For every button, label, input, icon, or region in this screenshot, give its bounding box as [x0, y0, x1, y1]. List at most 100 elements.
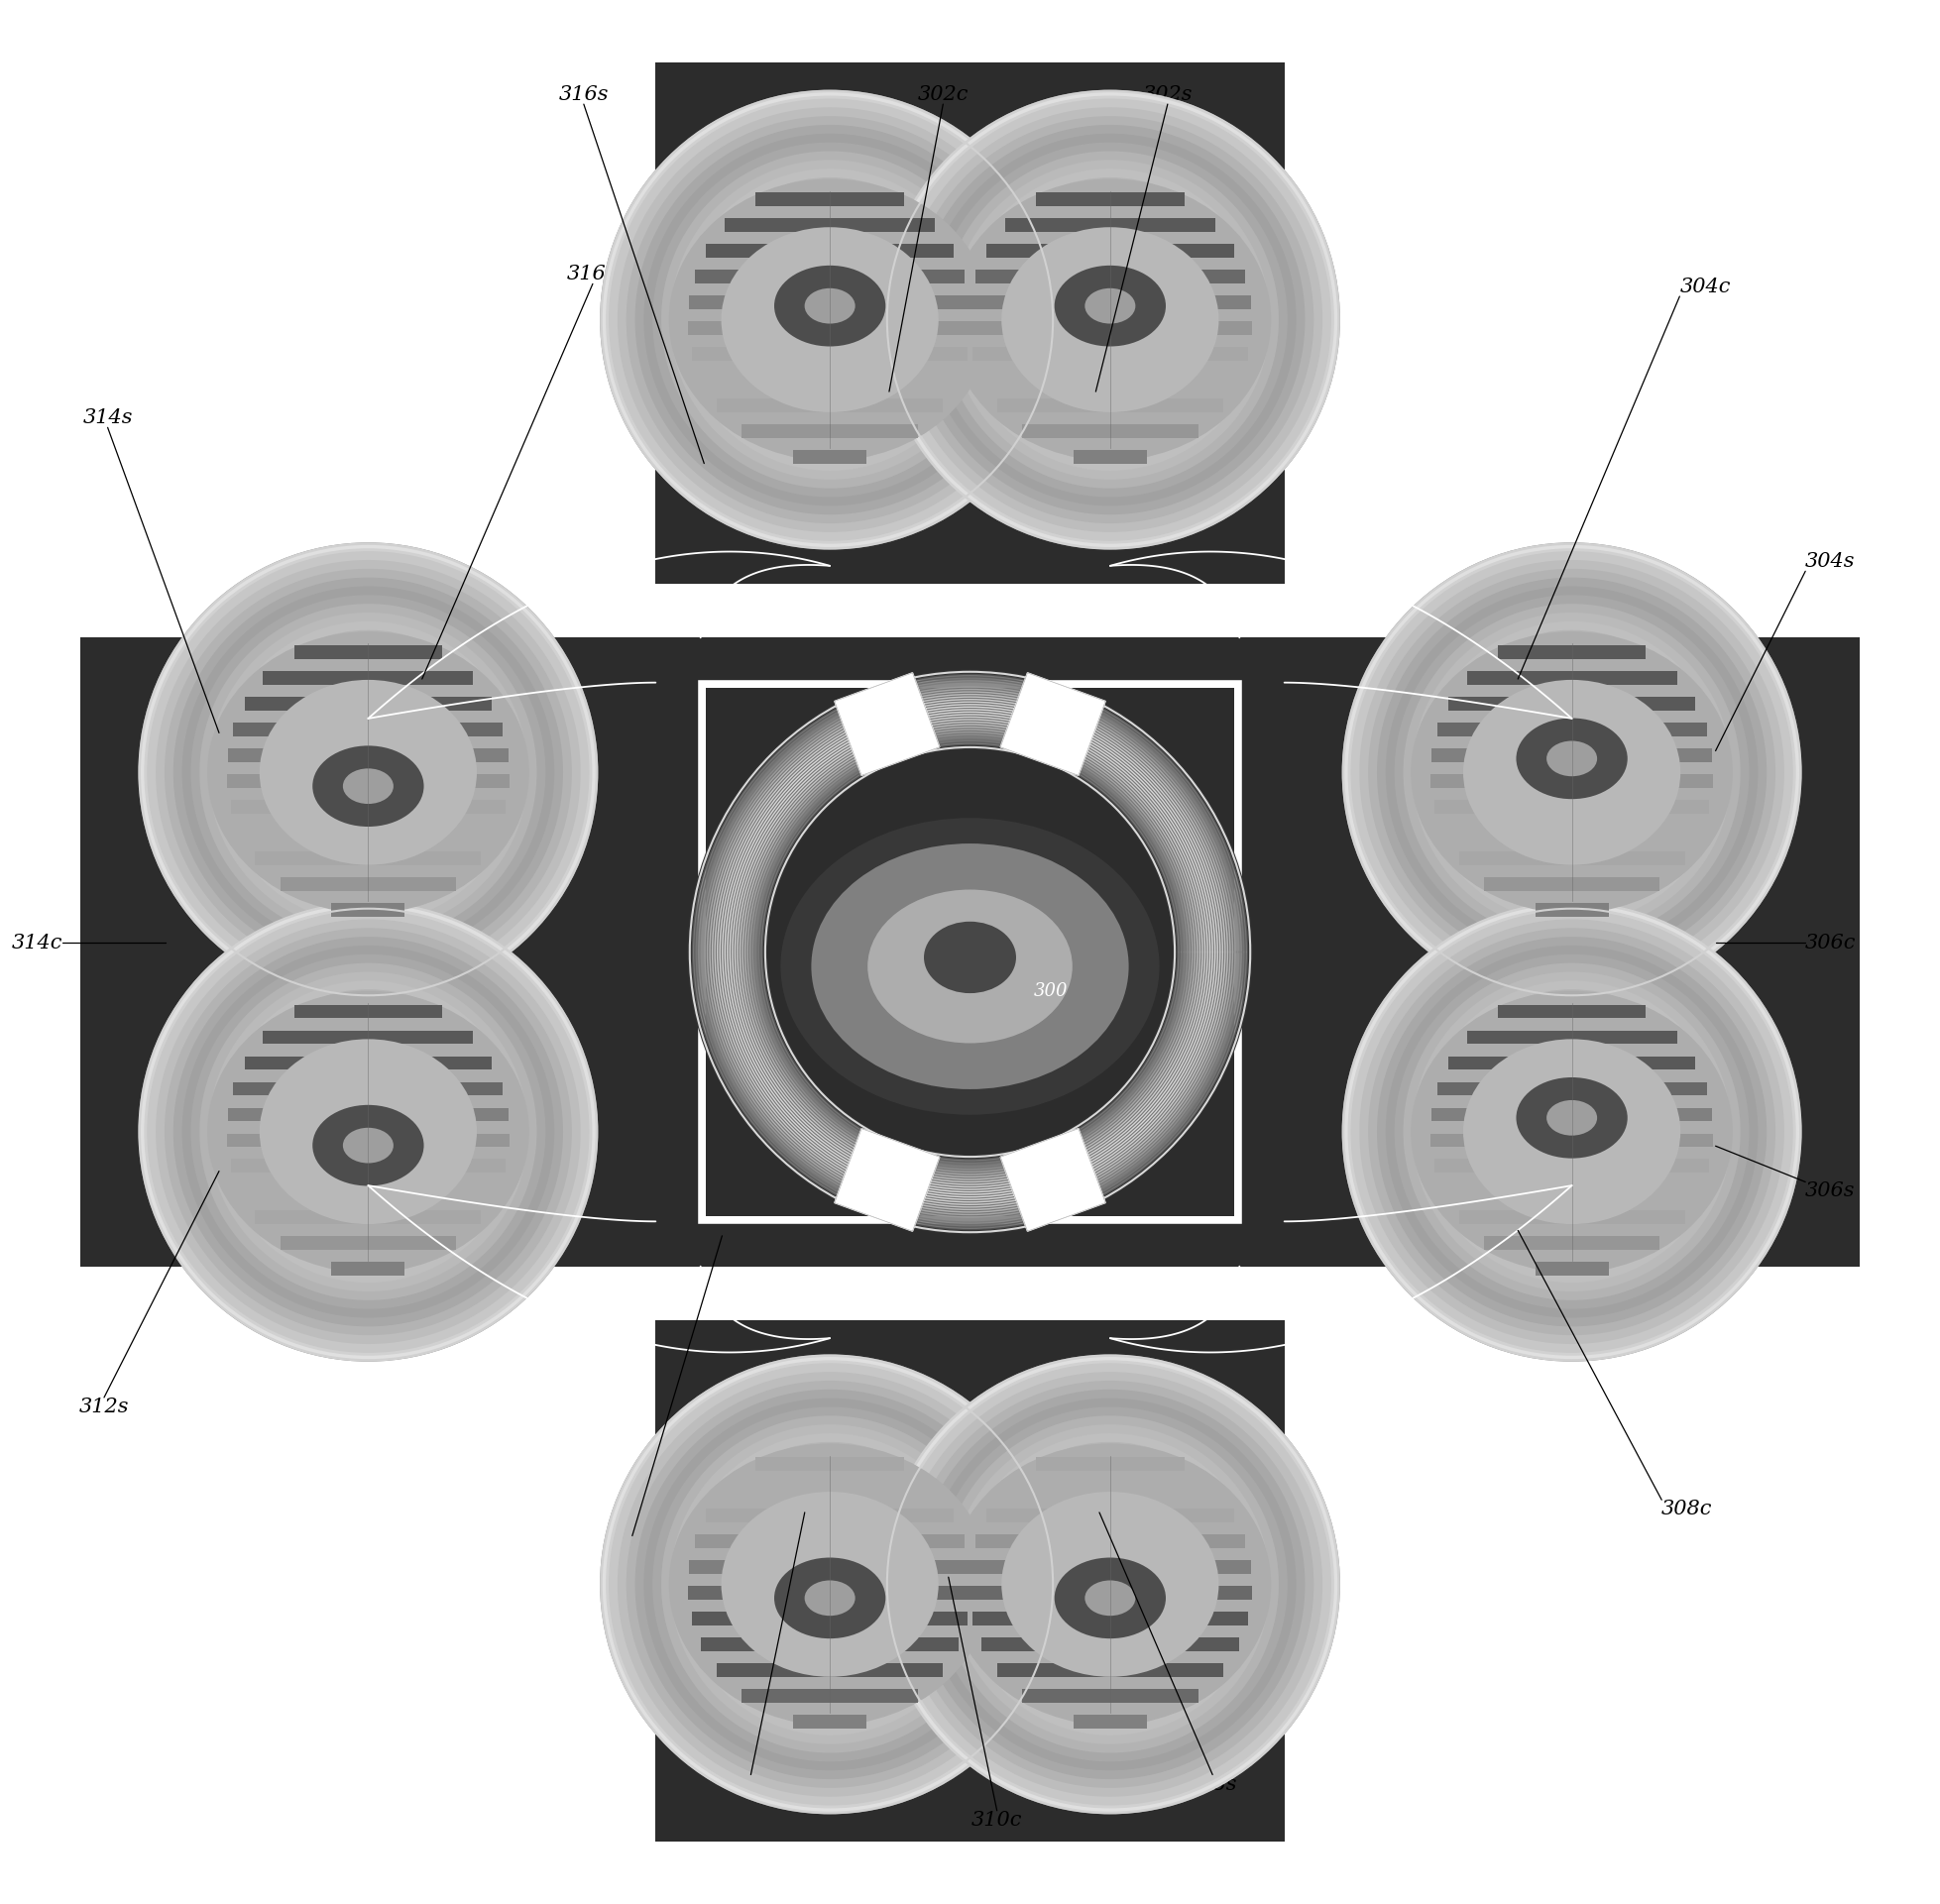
Circle shape [1046, 1521, 1174, 1647]
Bar [1443, 826, 1699, 840]
Text: 304s: 304s [1806, 552, 1855, 571]
Bar [1022, 425, 1199, 438]
Bar [1498, 1005, 1645, 1019]
Circle shape [759, 248, 902, 392]
Circle shape [1447, 647, 1698, 897]
Circle shape [314, 718, 423, 826]
Bar [227, 748, 508, 762]
Bar [332, 1262, 405, 1276]
Circle shape [287, 1051, 450, 1213]
Bar [972, 347, 1247, 360]
Circle shape [993, 204, 1226, 436]
Bar [970, 1559, 1251, 1575]
Circle shape [1465, 1024, 1680, 1240]
Bar [227, 775, 510, 788]
Bar [1484, 1236, 1661, 1249]
Circle shape [1368, 569, 1775, 977]
Bar [279, 1236, 456, 1249]
Ellipse shape [343, 769, 394, 803]
Ellipse shape [208, 990, 530, 1272]
Circle shape [252, 1015, 485, 1247]
Bar [1438, 724, 1707, 737]
Bar [295, 1005, 442, 1019]
Ellipse shape [811, 843, 1129, 1089]
Bar [656, 638, 1284, 1266]
Bar [264, 670, 473, 685]
Bar [231, 800, 506, 813]
Circle shape [906, 1380, 1313, 1788]
Circle shape [889, 99, 1331, 541]
Circle shape [190, 954, 545, 1308]
Circle shape [1020, 230, 1201, 409]
Circle shape [1342, 543, 1802, 1002]
Circle shape [617, 1373, 1042, 1797]
Circle shape [906, 116, 1313, 524]
Ellipse shape [1517, 718, 1628, 800]
Bar [706, 244, 953, 257]
Circle shape [933, 143, 1288, 497]
Circle shape [599, 89, 1059, 550]
Circle shape [714, 204, 947, 436]
Circle shape [986, 1460, 1236, 1710]
Circle shape [1395, 954, 1750, 1308]
Circle shape [1438, 640, 1705, 906]
Circle shape [679, 169, 982, 470]
Circle shape [1507, 708, 1635, 836]
Bar [695, 1535, 964, 1548]
Circle shape [898, 107, 1323, 531]
Text: 316s: 316s [559, 86, 609, 105]
Bar [689, 1586, 972, 1599]
Circle shape [951, 160, 1271, 480]
Text: 312c: 312c [607, 1537, 658, 1554]
Circle shape [1544, 744, 1601, 802]
Circle shape [208, 613, 528, 933]
Bar [1022, 1689, 1199, 1702]
Text: 314c: 314c [12, 933, 62, 952]
Ellipse shape [923, 922, 1017, 994]
Ellipse shape [343, 1127, 394, 1163]
Circle shape [599, 1354, 1059, 1815]
Bar [982, 1637, 1238, 1651]
Bar [702, 373, 958, 387]
Bar [997, 398, 1224, 411]
Circle shape [1342, 902, 1802, 1361]
Circle shape [801, 291, 857, 348]
Text: 310s: 310s [726, 1775, 776, 1794]
Ellipse shape [260, 1040, 477, 1224]
Circle shape [941, 150, 1278, 487]
Circle shape [714, 1468, 947, 1700]
Text: 304c: 304c [1680, 278, 1730, 297]
Circle shape [1472, 674, 1670, 870]
Circle shape [1055, 265, 1164, 375]
Circle shape [1073, 282, 1147, 356]
Circle shape [722, 1478, 937, 1691]
Circle shape [1385, 586, 1758, 958]
Bar [716, 398, 943, 411]
Circle shape [889, 1363, 1331, 1805]
Bar [1284, 638, 1859, 1266]
Circle shape [1028, 238, 1191, 400]
Circle shape [634, 126, 1024, 514]
Ellipse shape [722, 1491, 939, 1677]
Circle shape [242, 1007, 493, 1257]
Bar [233, 1081, 502, 1095]
Circle shape [881, 1354, 1341, 1815]
Circle shape [297, 701, 440, 845]
Circle shape [1517, 1078, 1626, 1186]
Circle shape [173, 577, 563, 967]
Circle shape [235, 998, 502, 1264]
Circle shape [225, 630, 510, 914]
Ellipse shape [805, 1580, 856, 1616]
Circle shape [287, 691, 450, 853]
Circle shape [898, 1373, 1323, 1797]
Bar [997, 1664, 1224, 1677]
Circle shape [1385, 946, 1758, 1318]
Circle shape [322, 1085, 413, 1177]
Bar [972, 1613, 1247, 1626]
Bar [656, 63, 1284, 585]
Circle shape [208, 971, 528, 1291]
Circle shape [958, 1434, 1261, 1735]
Circle shape [1368, 927, 1775, 1335]
Ellipse shape [1055, 1557, 1166, 1639]
Ellipse shape [1001, 1491, 1218, 1677]
